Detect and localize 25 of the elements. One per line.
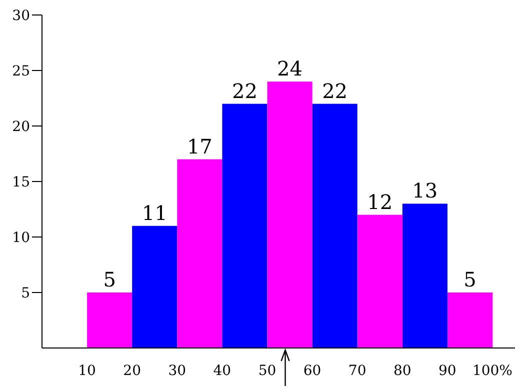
data-label: 22 (232, 78, 258, 103)
x-tick-label: 80 (393, 363, 412, 379)
data-label: 12 (367, 190, 393, 214)
data-label: 17 (186, 134, 212, 158)
y-tick-label: 15 (12, 174, 30, 190)
x-tick-label: 90 (438, 363, 456, 379)
data-label: 22 (322, 78, 348, 103)
x-tick-label: 50 (258, 363, 276, 379)
y-tick-label: 20 (12, 118, 30, 135)
data-label: 5 (103, 268, 116, 292)
data-label: 24 (277, 56, 302, 81)
x-tick-label: 20 (123, 363, 142, 379)
y-tick-label: 5 (21, 285, 30, 302)
y-tick-label: 25 (12, 63, 30, 80)
y-tick-label: 30 (12, 8, 30, 24)
x-tick-label: 70 (348, 363, 366, 379)
data-label: 11 (142, 200, 168, 225)
data-label: 13 (412, 178, 438, 203)
data-label: 5 (464, 268, 476, 292)
x-tick-label: 30 (168, 363, 186, 379)
x-tick-label: 100% (472, 363, 512, 379)
x-tick-label: 40 (213, 363, 232, 379)
x-tick-label: 60 (303, 363, 322, 379)
y-tick-label: 10 (12, 230, 30, 246)
x-tick-label: 10 (78, 363, 96, 379)
